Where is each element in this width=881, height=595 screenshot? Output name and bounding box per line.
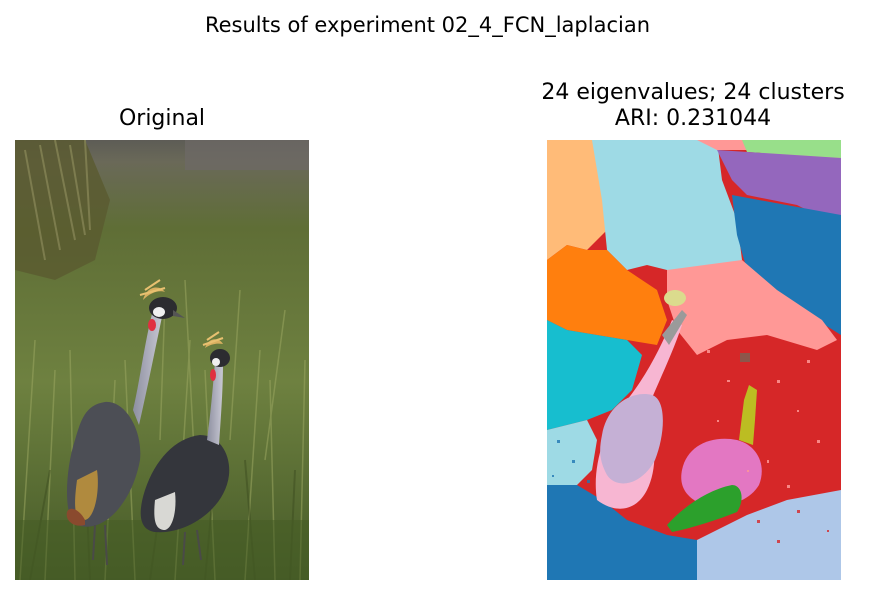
cluster-region-magenta — [681, 438, 762, 506]
segmentation-map-image — [547, 140, 841, 580]
cluster-region-lavender — [600, 394, 663, 484]
cluster-region-pale-blue — [697, 490, 841, 580]
cluster-region-cyan — [547, 320, 642, 430]
segmentation-title-line-1: 24 eigenvalues; 24 clusters — [541, 80, 845, 105]
cluster-region-purple — [717, 150, 841, 220]
original-panel-title: Original — [118, 106, 206, 131]
figure-suptitle: Results of experiment 02_4_FCN_laplacian — [204, 13, 651, 37]
original-photo-image — [15, 140, 309, 580]
segmentation-title-line-2: ARI: 0.231044 — [614, 106, 772, 131]
cluster-region-khaki — [664, 290, 686, 306]
cluster-region-light-blue — [592, 140, 742, 270]
cluster-region-brown — [740, 353, 750, 362]
cluster-region-light-green — [742, 140, 841, 158]
crane-left — [66, 279, 185, 566]
cluster-region-green — [667, 485, 742, 532]
cluster-region-olive — [739, 385, 757, 445]
segmentation-panel-title: 24 eigenvalues; 24 clusters ARI: 0.23104… — [500, 80, 881, 132]
cluster-region-orange — [547, 245, 667, 345]
cluster-region-light-pink — [667, 260, 837, 355]
cluster-region-peach — [547, 140, 607, 260]
crane-right — [140, 331, 230, 566]
cluster-region-blue — [732, 195, 841, 335]
